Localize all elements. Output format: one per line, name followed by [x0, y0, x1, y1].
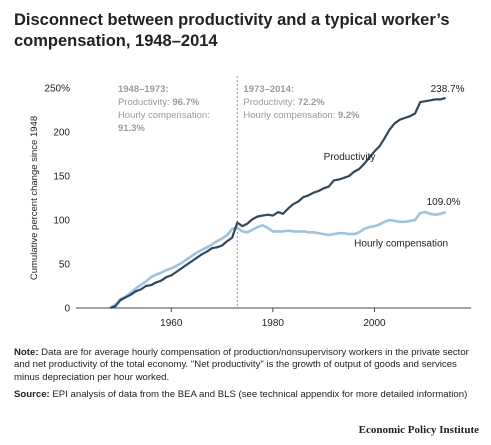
source-text: EPI analysis of data from the BEA and BL…: [49, 389, 468, 401]
annotation-line1-value: 96.7%: [172, 97, 199, 108]
annotation-line2-label: Hourly compensation:: [118, 110, 210, 121]
chart-title: Disconnect between productivity and a ty…: [14, 11, 450, 50]
period-annotation: 1973–2014: Productivity: 72.2% Hourly comp…: [243, 84, 360, 121]
annotation-line1: Productivity: 72.2%: [243, 97, 325, 108]
productivity-line: [109, 96, 446, 310]
annotation-period: 1948–1973:: [118, 84, 169, 95]
compensation-end-value: 109.0%: [427, 197, 461, 208]
annotation-line1-value: 72.2%: [298, 97, 325, 108]
y-tick-label: 150: [53, 172, 70, 183]
y-tick-label: 100: [53, 216, 70, 227]
series-group: [109, 96, 447, 310]
notes: Note: Data are for average hourly compen…: [14, 347, 480, 407]
annotation-line1: Productivity: 96.7%: [118, 97, 200, 108]
x-tick-label: 1980: [262, 318, 285, 329]
source-label: Source:: [14, 389, 50, 401]
line-chart: Cumulative percent change since 1948 250…: [29, 76, 471, 329]
annotation-line2-value: 91.3%: [118, 123, 145, 134]
note-label: Note:: [14, 347, 39, 358]
x-tick-label: 2000: [363, 318, 386, 329]
x-tick-label: 1960: [160, 318, 183, 329]
annotation-line2: Hourly compensation: 9.2%: [243, 110, 360, 121]
note-text: Data are for average hourly compensation…: [14, 347, 469, 383]
productivity-series-label: Productivity: [324, 152, 376, 163]
source-paragraph: Source: EPI analysis of data from the BE…: [14, 389, 480, 401]
y-axis-ticks: 250% 200 150 100 50 0: [44, 84, 70, 315]
publisher-logo: Economic Policy Institute: [358, 424, 479, 436]
y-axis-label: Cumulative percent change since 1948: [29, 116, 40, 280]
period-annotations: 1948–1973: Productivity: 96.7% Hourly comp…: [118, 84, 360, 134]
annotation-period: 1973–2014:: [243, 84, 294, 95]
annotation-line2-value: 9.2%: [338, 110, 360, 121]
annotation-line1-label: Productivity:: [118, 97, 172, 108]
annotation-line2-label: Hourly compensation:: [243, 110, 338, 121]
annotation-line1-label: Productivity:: [243, 97, 297, 108]
series-labels: 238.7% 109.0% Productivity Hourly compensat…: [324, 84, 465, 249]
hourly-compensation-line: [109, 210, 447, 310]
compensation-series-label: Hourly compensation: [354, 238, 448, 249]
y-tick-label: 200: [53, 128, 70, 139]
y-tick-label: 50: [59, 260, 71, 271]
productivity-end-value: 238.7%: [431, 84, 465, 95]
period-annotation: 1948–1973: Productivity: 96.7% Hourly comp…: [118, 84, 210, 134]
y-tick-label: 0: [64, 304, 70, 315]
y-tick-label: 250%: [44, 84, 70, 95]
note-paragraph: Note: Data are for average hourly compen…: [14, 347, 480, 384]
x-axis-ticks: 1960 1980 2000: [160, 308, 386, 329]
